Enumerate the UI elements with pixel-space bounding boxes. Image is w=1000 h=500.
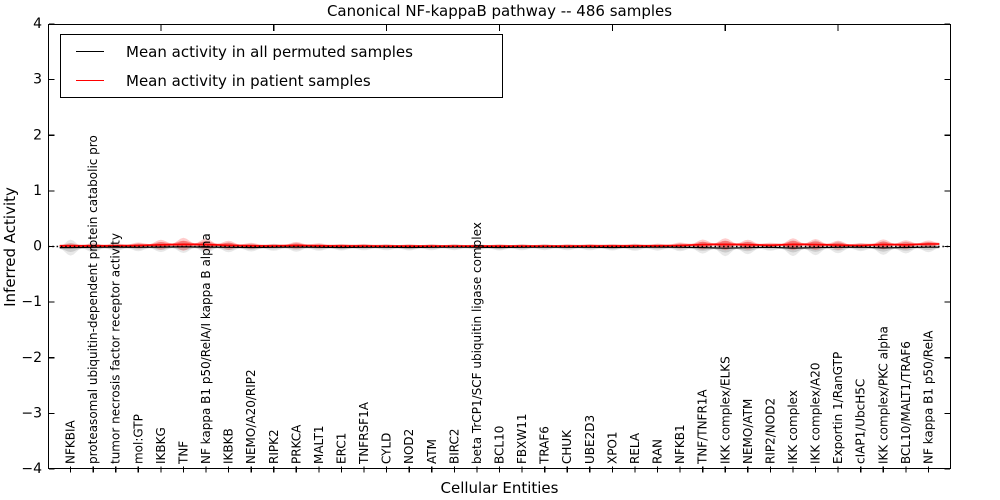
x-tick-label: RAN: [651, 439, 665, 464]
x-tick-label: BCL10/MALT1/TRAF6: [899, 341, 913, 464]
y-axis-label: Inferred Activity: [1, 187, 19, 307]
x-tick-labels: NFKBIA proteasomal ubiquitin-dependent pr…: [64, 135, 936, 465]
legend-line-patient-icon: [76, 80, 104, 81]
x-tick-label: BCL10: [493, 426, 507, 464]
y-tick-label: −1: [21, 294, 42, 310]
x-tick-label: tumor necrosis factor receptor activity: [109, 233, 123, 464]
legend-entry-permuted: Mean activity in all permuted samples: [61, 37, 502, 66]
mean-line-permuted: [59, 246, 940, 249]
x-axis-label: Cellular Entities: [440, 479, 559, 497]
y-tick-label: −3: [21, 405, 42, 421]
x-tick-label: IKBKG: [154, 427, 168, 464]
x-tick-label: NFKBIA: [64, 419, 78, 464]
x-tick-label: IKK complex/A20: [809, 363, 823, 464]
x-tick-label: FBXW11: [515, 414, 529, 465]
x-tick-label: XPO1: [605, 431, 619, 464]
chart-title: Canonical NF-kappaB pathway -- 486 sampl…: [326, 2, 673, 20]
x-tick-label: RIP2/NOD2: [763, 398, 777, 464]
x-tick-label: NEMO/ATM: [741, 399, 755, 464]
legend-label-permuted: Mean activity in all permuted samples: [126, 42, 413, 61]
y-tick-label: −2: [21, 350, 42, 366]
y-tick-label: −4: [21, 461, 42, 477]
y-tick-labels: −4 −3 −2 −1 0 1 2 3 4: [21, 16, 42, 477]
x-tick-label: mol:GTP: [131, 414, 145, 464]
x-tick-label: proteasomal ubiquitin-dependent protein …: [86, 135, 100, 464]
legend-entry-patient: Mean activity in patient samples: [61, 66, 502, 95]
x-tick-label: IKK complex/PKC alpha: [876, 326, 890, 464]
legend-line-permuted-icon: [76, 51, 104, 52]
x-tick-label: TNFRSF1A: [357, 401, 371, 465]
y-tick-label: 0: [33, 239, 42, 255]
y-tick-label: 2: [33, 127, 42, 143]
x-tick-label: IKBKB: [222, 428, 236, 464]
x-tick-label: NF kappa B1 p50/RelA: [921, 330, 935, 464]
x-tick-label: Exportin 1/RanGTP: [831, 352, 845, 464]
x-tick-label: MALT1: [312, 425, 326, 464]
x-tick-label: ATM: [425, 439, 439, 464]
y-tick-label: 3: [33, 72, 42, 88]
x-tick-label: UBE2D3: [583, 415, 597, 464]
x-tick-label: BIRC2: [447, 428, 461, 464]
x-tick-label: cIAP1/UbcH5C: [854, 379, 868, 464]
x-tick-label: NOD2: [402, 429, 416, 464]
x-tick-label: TNF: [176, 441, 190, 465]
x-tick-label: NF kappa B1 p50/RelA/I kappa B alpha: [199, 233, 213, 464]
x-tick-label: CHUK: [560, 429, 574, 464]
plot-frame: [47, 23, 952, 470]
y-tick-label: 1: [33, 183, 42, 199]
x-tick-label: TNF/TNFR1A: [696, 389, 710, 465]
x-tick-label: NEMO/A20/RIP2: [244, 369, 258, 464]
legend-label-patient: Mean activity in patient samples: [126, 71, 371, 90]
legend: Mean activity in all permuted samples Me…: [60, 34, 503, 98]
x-tick-label: TRAF6: [538, 426, 552, 465]
x-tick-label: ERC1: [334, 433, 348, 464]
y-tick-label: 4: [33, 16, 42, 32]
x-tick-label: PRKCA: [289, 424, 303, 464]
x-tick-label: beta TrCP1/SCF ubiquitin ligase complex: [470, 222, 484, 464]
x-tick-label: RELA: [628, 432, 642, 464]
x-tick-label: CYLD: [380, 433, 394, 464]
x-tick-label: IKK complex: [786, 390, 800, 464]
x-tick-label: RIPK2: [267, 429, 281, 464]
axis-ticks: [49, 23, 950, 473]
x-tick-label: IKK complex/ELKS: [718, 356, 732, 464]
x-tick-label: NFKB1: [673, 424, 687, 464]
